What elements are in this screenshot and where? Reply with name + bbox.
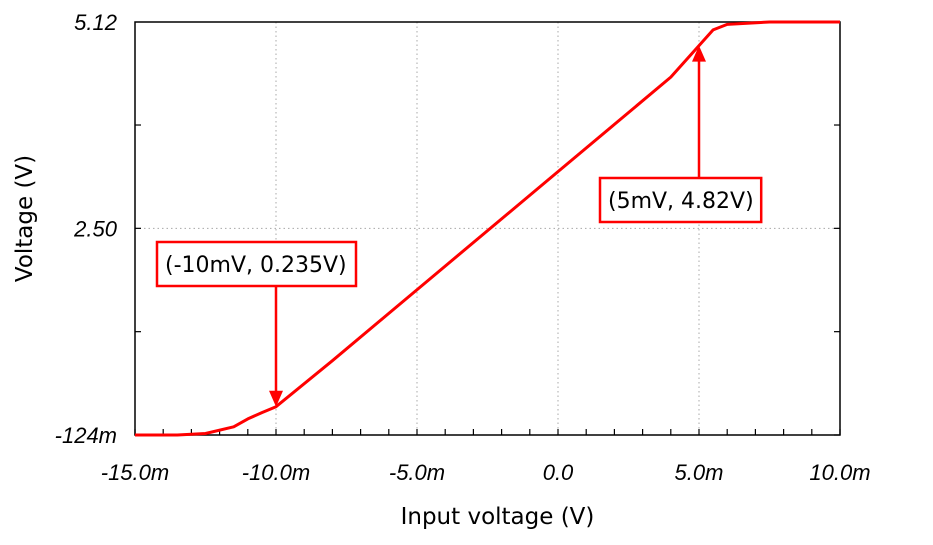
x-tick-label: -15.0m bbox=[101, 460, 169, 485]
annotation-arrow-head bbox=[692, 45, 706, 62]
x-tick-label: -5.0m bbox=[389, 460, 445, 485]
y-tick-label: -124m bbox=[55, 423, 117, 448]
annotations: (-10mV, 0.235V) (5mV, 4.82V) bbox=[155, 45, 763, 407]
y-tick-label: 2.50 bbox=[73, 216, 118, 241]
annotation: (-10mV, 0.235V) bbox=[155, 240, 358, 407]
annotation-label: (5mV, 4.82V) bbox=[608, 189, 754, 214]
x-tick-label: 0.0 bbox=[543, 460, 574, 485]
annotation-box bbox=[598, 176, 763, 224]
y-tick-label: 5.12 bbox=[74, 10, 117, 35]
x-tick-label: 10.0m bbox=[809, 460, 870, 485]
y-axis-title: Voltage (V) bbox=[12, 155, 38, 282]
x-tick-label: -10.0m bbox=[242, 460, 310, 485]
plot-frame bbox=[134, 21, 841, 436]
y-axis: -124m 2.50 5.12 bbox=[55, 10, 118, 448]
annotation-label: (-10mV, 0.235V) bbox=[165, 253, 347, 278]
annotation-arrow-head bbox=[269, 390, 283, 407]
x-tick-label: 5.0m bbox=[675, 460, 724, 485]
x-axis-title: Input voltage (V) bbox=[401, 504, 595, 530]
series-line bbox=[135, 20, 840, 437]
annotation-box bbox=[155, 240, 358, 288]
x-axis: -15.0m -10.0m -5.0m 0.0 5.0m 10.0m bbox=[101, 460, 871, 485]
annotation: (5mV, 4.82V) bbox=[598, 45, 763, 224]
